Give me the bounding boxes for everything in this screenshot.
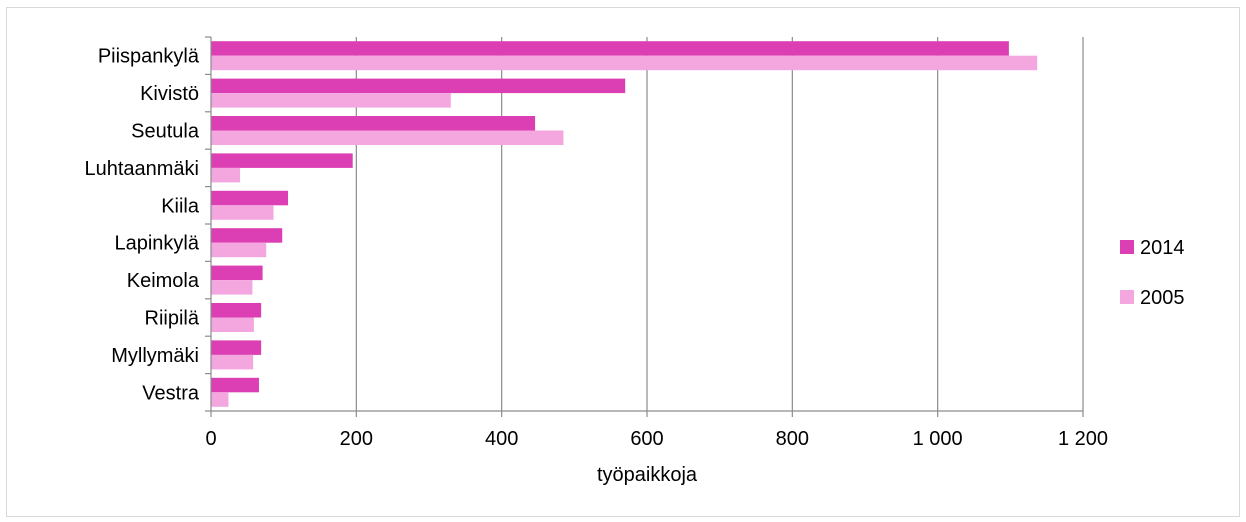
x-tick-label-6: 1 200 (1058, 428, 1108, 450)
bar-2014-7 (211, 303, 262, 318)
bar-2005-0 (211, 55, 1038, 71)
x-tick-label-2: 400 (485, 428, 518, 450)
bar-chart: Piispankylä Kivistö Seutula Luhtaanmäki Kiil… (84, 36, 1185, 486)
legend-label-2005: 2005 (1140, 287, 1185, 309)
bar-2005-5 (211, 242, 267, 258)
bar-2005-1 (211, 93, 451, 108)
bar-2005-3 (211, 167, 241, 183)
x-tick-label-1: 200 (340, 428, 373, 450)
bars (211, 41, 1038, 407)
bar-2014-0 (211, 41, 1009, 56)
labels: Piispankylä Kivistö Seutula Luhtaanmäki Kiil… (84, 46, 1108, 450)
category-label-7: Riipilä (145, 308, 200, 330)
bar-2014-2 (211, 116, 536, 131)
legend: 2014 2005 (1120, 237, 1185, 309)
category-label-3: Luhtaanmäki (84, 158, 199, 180)
bar-2014-1 (211, 78, 626, 94)
bar-2014-9 (211, 377, 259, 393)
bar-2005-8 (211, 354, 254, 370)
x-tick-label-4: 800 (776, 428, 809, 450)
bar-2005-2 (211, 130, 564, 145)
bar-2005-4 (211, 205, 274, 220)
category-label-2: Seutula (131, 121, 200, 143)
gridlines (355, 37, 1084, 411)
x-tick-label-0: 0 (205, 428, 216, 450)
chart-frame: Piispankylä Kivistö Seutula Luhtaanmäki Kiil… (6, 7, 1240, 517)
bar-2014-5 (211, 228, 283, 243)
x-axis-title: työpaikkoja (597, 464, 698, 486)
bar-2014-6 (211, 265, 263, 281)
category-label-6: Keimola (127, 270, 200, 292)
bar-2005-6 (211, 280, 253, 295)
legend-label-2014: 2014 (1140, 237, 1185, 259)
bar-2014-4 (211, 190, 289, 206)
category-label-5: Lapinkylä (114, 233, 199, 255)
bar-2014-3 (211, 153, 353, 168)
bar-2014-8 (211, 340, 262, 355)
category-label-1: Kivistö (140, 83, 199, 105)
axes (205, 36, 1084, 417)
x-tick-label-5: 1 000 (913, 428, 963, 450)
bar-2005-9 (211, 392, 229, 407)
category-label-4: Kiila (161, 195, 200, 217)
category-label-8: Myllymäki (111, 345, 199, 367)
category-label-9: Vestra (142, 382, 200, 404)
x-tick-label-3: 600 (630, 428, 663, 450)
legend-swatch-2005 (1120, 290, 1134, 304)
category-label-0: Piispankylä (98, 46, 200, 68)
legend-swatch-2014 (1120, 240, 1134, 254)
bar-2005-7 (211, 317, 254, 332)
